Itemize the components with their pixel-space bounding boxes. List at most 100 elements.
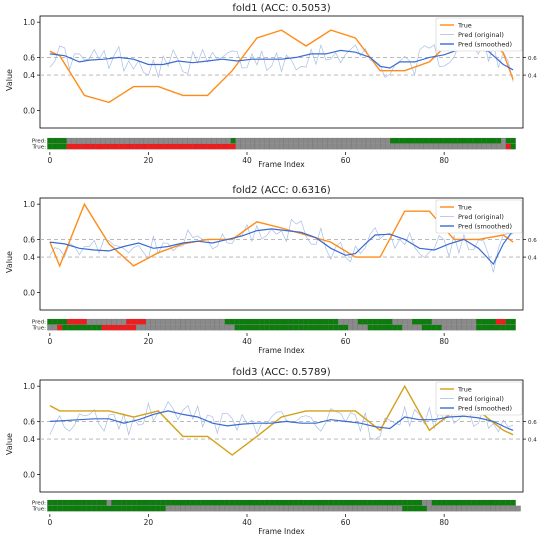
- strip-cell: [81, 324, 87, 331]
- strip-cell: [221, 137, 227, 144]
- strip-cell: [338, 324, 344, 331]
- strip-cell: [303, 143, 309, 150]
- strip-cell: [404, 143, 410, 150]
- strip-cell: [338, 499, 344, 506]
- strip-cell: [377, 499, 383, 506]
- strip-cell: [209, 324, 216, 331]
- strip-cell: [421, 499, 428, 506]
- strip-cell: [402, 318, 408, 325]
- strip-cell: [407, 499, 413, 506]
- strip-cell: [357, 318, 363, 325]
- strip-cell: [500, 318, 506, 325]
- strip-cell: [328, 499, 334, 506]
- strip-cell: [436, 505, 442, 512]
- strip-cell: [472, 143, 478, 150]
- strip-cell: [81, 137, 87, 144]
- strip-cell: [274, 318, 280, 325]
- strip-cell: [426, 505, 432, 512]
- strip-cell: [143, 143, 149, 150]
- strip-cell: [145, 505, 152, 512]
- strip-cell: [361, 143, 367, 150]
- strip-cell: [177, 143, 183, 150]
- strip-cell: [131, 499, 137, 506]
- plot-frame: [39, 197, 524, 311]
- y-tick-label: 0.6: [23, 53, 35, 62]
- legend-entry: Pred (original): [458, 31, 504, 39]
- strip-cell: [254, 505, 260, 512]
- strip-cell: [441, 324, 447, 331]
- strip-cell: [472, 137, 478, 144]
- strip-cell: [195, 499, 201, 506]
- strip-cell: [114, 137, 120, 144]
- y-tick-label: 0.4: [23, 435, 35, 444]
- strip-cell: [114, 143, 120, 150]
- strip-cell: [402, 505, 408, 512]
- strip-cell: [52, 324, 58, 331]
- strip-cell: [323, 318, 329, 325]
- strip-cell: [150, 324, 156, 331]
- strip-cell: [338, 318, 344, 325]
- strip-cell: [351, 137, 357, 144]
- strip-cell: [47, 318, 53, 325]
- strip-cell: [145, 499, 152, 506]
- strip-cell: [278, 505, 285, 512]
- strip-cell: [172, 137, 178, 144]
- strip-cell: [250, 137, 256, 144]
- x-tick-label: 20: [144, 337, 154, 346]
- strip-cell: [394, 137, 400, 144]
- strip-cell: [510, 499, 516, 506]
- x-axis-label: Frame Index: [258, 527, 305, 536]
- strip-cell: [106, 499, 112, 506]
- strip-cell: [229, 324, 235, 331]
- strip-cell: [288, 318, 294, 325]
- strip-cell: [505, 137, 511, 144]
- strip-cell: [308, 318, 314, 325]
- strip-cell: [303, 505, 309, 512]
- strip-cell: [219, 318, 225, 325]
- strip-cell: [56, 137, 63, 144]
- series-pred-smoothed-line: [49, 410, 514, 431]
- strip-cell: [357, 505, 363, 512]
- strip-cell: [131, 318, 137, 325]
- strip-cell: [134, 137, 140, 144]
- strip-cell: [357, 324, 363, 331]
- strip-cell: [343, 499, 349, 506]
- strip-cell: [187, 137, 193, 144]
- strip-cell: [126, 324, 132, 331]
- strip-cell: [235, 143, 241, 150]
- strip-cell: [446, 318, 452, 325]
- x-tick-label: 60: [341, 337, 351, 346]
- strip-cell: [155, 318, 161, 325]
- strip-cell: [283, 137, 289, 144]
- strip-cell: [500, 499, 506, 506]
- strip-cell: [412, 324, 418, 331]
- strip-cell: [47, 505, 53, 512]
- strip-cell: [293, 143, 299, 150]
- right-tick-label: 0.4: [528, 74, 537, 80]
- strip-cell: [158, 143, 164, 150]
- x-tick-label: 80: [439, 156, 449, 165]
- legend-box: [435, 17, 523, 52]
- strip-cell: [230, 143, 236, 150]
- strip-cell: [336, 137, 342, 144]
- strip-cell: [318, 505, 324, 512]
- strip-cell: [249, 505, 255, 512]
- strip-cell: [136, 324, 142, 331]
- strip-cell: [443, 143, 449, 150]
- legend-entry: Pred (original): [458, 213, 504, 221]
- strip-cell: [402, 324, 408, 331]
- strip-cell: [205, 499, 211, 506]
- true-strip: [47, 505, 521, 512]
- strip-cell: [380, 137, 386, 144]
- strip-cell: [274, 137, 280, 144]
- strip-cell: [196, 137, 202, 144]
- strip-cell: [404, 137, 410, 144]
- strip-cell: [407, 318, 413, 325]
- legend-entry: True: [457, 204, 472, 212]
- strip-cell: [461, 505, 467, 512]
- strip-cell: [190, 324, 196, 331]
- strip-cell: [362, 318, 368, 325]
- strip-cell: [495, 505, 501, 512]
- strip-cell: [476, 137, 482, 144]
- x-tick-label: 80: [439, 337, 449, 346]
